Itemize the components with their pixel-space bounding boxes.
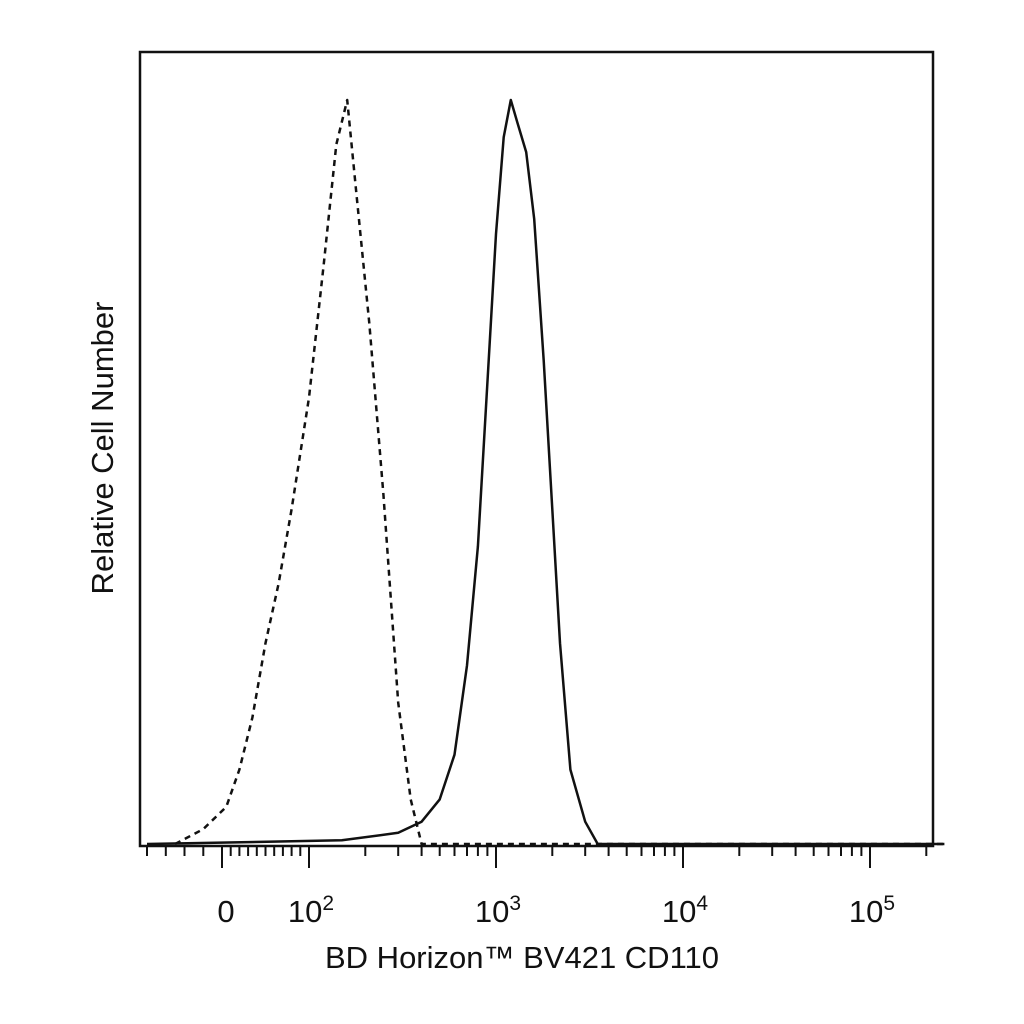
x-axis-tick-labels: 0 102 103 104 105 <box>217 892 895 929</box>
x-axis-label: BD Horizon™ BV421 CD110 <box>325 940 719 975</box>
stained-histogram-line <box>146 98 945 846</box>
x-tick-label: 105 <box>849 892 895 929</box>
x-tick-label: 0 <box>217 894 234 929</box>
x-tick-label: 104 <box>662 892 708 929</box>
plot-frame <box>138 50 935 848</box>
control-histogram-line <box>174 98 945 846</box>
x-axis-ticks <box>146 846 928 868</box>
y-axis-label: Relative Cell Number <box>85 302 120 595</box>
x-tick-label: 102 <box>288 892 334 929</box>
series-layer <box>146 98 945 846</box>
x-tick-label: 103 <box>475 892 521 929</box>
